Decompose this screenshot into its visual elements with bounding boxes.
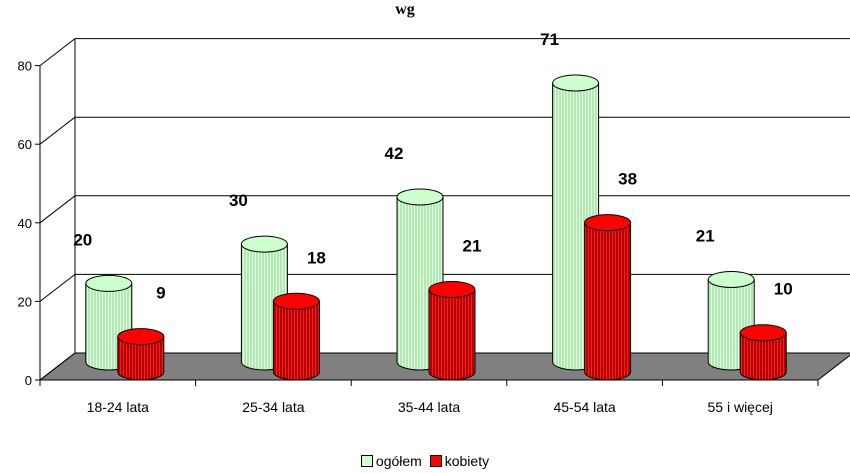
x-tick-label: 35-44 lata	[398, 399, 460, 415]
x-tick-label: 55 i więcej	[708, 399, 773, 415]
data-label: 21	[696, 226, 715, 245]
y-tick-label: 60	[18, 137, 32, 152]
legend-swatch-ogolem	[360, 455, 373, 467]
gridline-side	[39, 352, 76, 381]
gridline-side	[39, 195, 76, 224]
data-label: 9	[156, 284, 165, 303]
bar-kobiety	[739, 324, 787, 381]
legend-item-kobiety: kobiety	[429, 453, 490, 469]
legend-item-ogolem: ogółem	[360, 453, 422, 469]
data-label: 42	[385, 144, 404, 163]
bar-body	[117, 336, 165, 381]
bar-top	[428, 280, 476, 298]
bar-kobiety	[428, 280, 476, 381]
data-label: 20	[73, 230, 92, 249]
bar-top	[552, 74, 600, 92]
y-tick-label: 40	[18, 216, 32, 231]
legend-swatch-kobiety	[429, 455, 442, 467]
bar-body	[272, 300, 320, 381]
data-label: 38	[618, 170, 637, 189]
y-tick-label: 0	[25, 373, 32, 388]
bar-top	[707, 270, 755, 288]
axes: 0 20 40 60 80 18-24 lata 25-34 lata 35-44 lata 4…	[18, 59, 819, 415]
bar-top	[272, 292, 320, 310]
bar-body	[428, 288, 476, 381]
gridline-side	[39, 274, 76, 302]
bar-top	[85, 274, 133, 292]
bar-body	[584, 222, 632, 381]
bar-ogolem	[707, 270, 755, 371]
x-tick-label: 18-24 lata	[87, 399, 149, 415]
bar-kobiety	[117, 328, 165, 381]
x-tick-label: 45-54 lata	[553, 399, 615, 415]
bar-top	[117, 328, 165, 346]
data-label: 18	[307, 248, 326, 267]
legend-label-ogolem: ogółem	[375, 453, 422, 469]
bar-body	[739, 332, 787, 381]
data-label: 71	[540, 30, 559, 49]
legend: ogółem kobiety	[0, 453, 850, 470]
gridline-side	[39, 116, 76, 145]
bar-top	[396, 188, 444, 206]
x-tick-label: 25-34 lata	[242, 399, 304, 415]
legend-label-kobiety: kobiety	[444, 453, 490, 469]
bars	[85, 74, 787, 381]
bar-top	[240, 235, 288, 253]
y-tick-label: 20	[18, 294, 32, 309]
chart-title: wg	[395, 1, 415, 18]
data-label: 21	[463, 236, 482, 255]
bar-kobiety	[584, 214, 632, 381]
data-labels: 20 9 30 18 42 21 71 38 21 10	[73, 30, 792, 303]
gridline-side	[39, 38, 76, 66]
bar-top	[739, 324, 787, 342]
y-tick-label: 80	[18, 59, 32, 74]
data-label: 10	[774, 280, 793, 299]
data-label: 30	[229, 191, 248, 210]
bar-top	[584, 214, 632, 232]
bar-kobiety	[272, 292, 320, 381]
